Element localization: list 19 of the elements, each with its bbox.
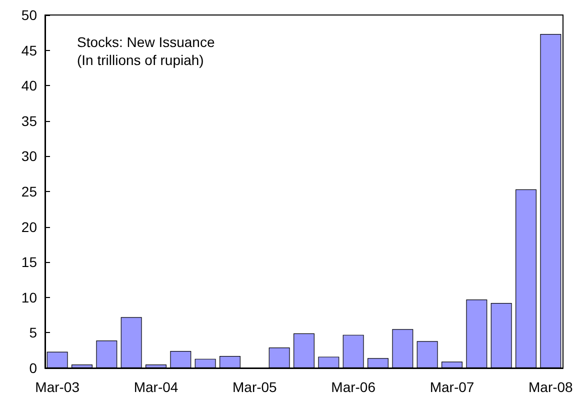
y-tick-label: 30 <box>21 148 38 164</box>
y-tick-label: 0 <box>29 360 38 376</box>
y-tick-label: 20 <box>21 218 38 235</box>
x-tick-label: Mar-08 <box>528 379 574 395</box>
y-tick-label: 50 <box>21 7 38 23</box>
y-tick-label: 35 <box>21 112 38 129</box>
y-tick-label: 15 <box>21 254 38 270</box>
text: (In trillions of rupiah) <box>77 52 204 68</box>
y-tick-label: 5 <box>29 324 38 341</box>
x-tick-label: Mar-07 <box>430 379 474 395</box>
y-tick-label: 25 <box>21 184 38 200</box>
y-tick-label: 45 <box>21 42 38 58</box>
x-tick-label: Mar-03 <box>35 379 80 395</box>
x-tick-label: Mar-06 <box>331 379 376 395</box>
y-tick-label: 10 <box>21 289 38 306</box>
text: Stocks: New Issuance <box>77 34 215 50</box>
x-tick-label: Mar-04 <box>134 379 178 395</box>
x-tick-label: Mar-05 <box>232 379 278 395</box>
y-tick-label: 40 <box>21 78 38 94</box>
